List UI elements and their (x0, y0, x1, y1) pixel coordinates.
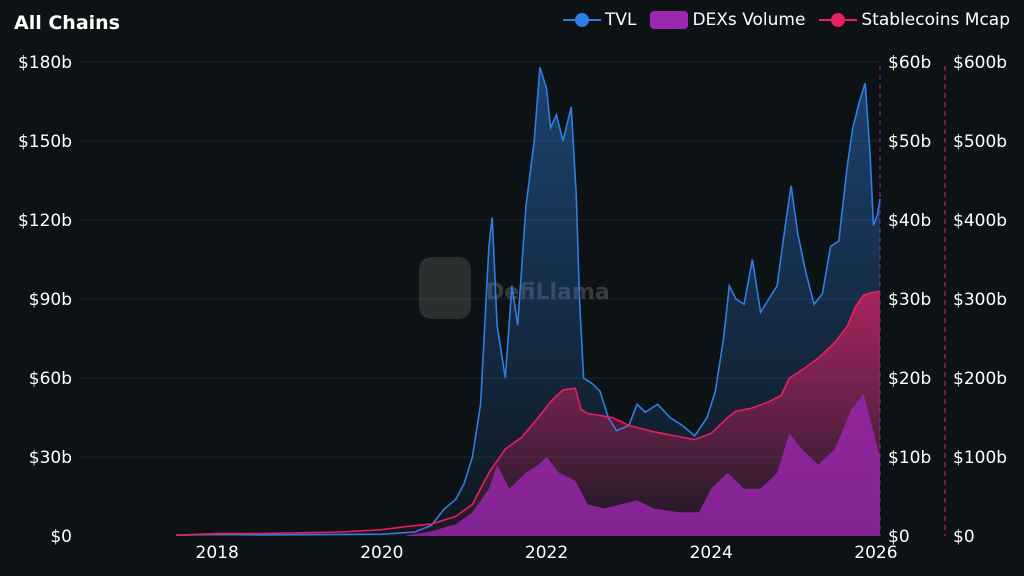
left-axis-tick: $150b (18, 132, 72, 152)
left-axis-tick: $180b (18, 53, 72, 73)
stable-axis-tick: $500b (953, 132, 1007, 152)
stablecoins-line (175, 290, 881, 536)
legend-item-stablecoins[interactable]: Stablecoins Mcap (819, 10, 1010, 30)
x-axis-tick: 2020 (360, 543, 403, 563)
legend: TVL DEXs Volume Stablecoins Mcap (562, 10, 1010, 30)
tvl-line (175, 67, 881, 536)
left-axis-tick: $120b (18, 211, 72, 231)
stable-axis-tick: $100b (953, 448, 1007, 468)
left-axis-tick: $30b (29, 448, 72, 468)
dex-volume-area (406, 393, 880, 536)
dex-axis-tick: $60b (888, 53, 931, 73)
left-axis-tick: $60b (29, 369, 72, 389)
legend-label: Stablecoins Mcap (861, 10, 1010, 30)
legend-item-tvl[interactable]: TVL (562, 10, 637, 30)
left-axis-tick: $90b (29, 290, 72, 310)
dex-axis-tick: $10b (888, 448, 931, 468)
dex-axis-tick: $0 (888, 527, 910, 547)
legend-label: DEXs Volume (692, 10, 806, 30)
tvl-line-icon (562, 13, 601, 27)
dex-axis-tick: $40b (888, 211, 931, 231)
stable-axis-tick: $300b (953, 290, 1007, 310)
stablecoin-line-icon (819, 13, 858, 27)
chart-title: All Chains (14, 12, 120, 34)
legend-label: TVL (604, 10, 637, 30)
x-axis-tick: 2018 (196, 543, 239, 563)
legend-item-dex-volume[interactable]: DEXs Volume (650, 10, 805, 30)
tvl-area (176, 67, 880, 537)
stable-axis-tick: $0 (953, 527, 975, 547)
x-axis-tick: 2022 (525, 543, 568, 563)
dex-axis-tick: $20b (888, 369, 931, 389)
left-axis-tick: $0 (50, 527, 72, 547)
stable-axis-tick: $600b (953, 53, 1007, 73)
stable-axis-tick: $200b (953, 369, 1007, 389)
stable-axis-tick: $400b (953, 211, 1007, 231)
dex-axis-tick: $30b (888, 290, 931, 310)
dex-axis-tick: $50b (888, 132, 931, 152)
x-axis-tick: 2024 (690, 543, 733, 563)
x-axis-tick: 2026 (854, 543, 897, 563)
stablecoins-area (176, 291, 880, 536)
dex-box-icon (650, 11, 689, 29)
